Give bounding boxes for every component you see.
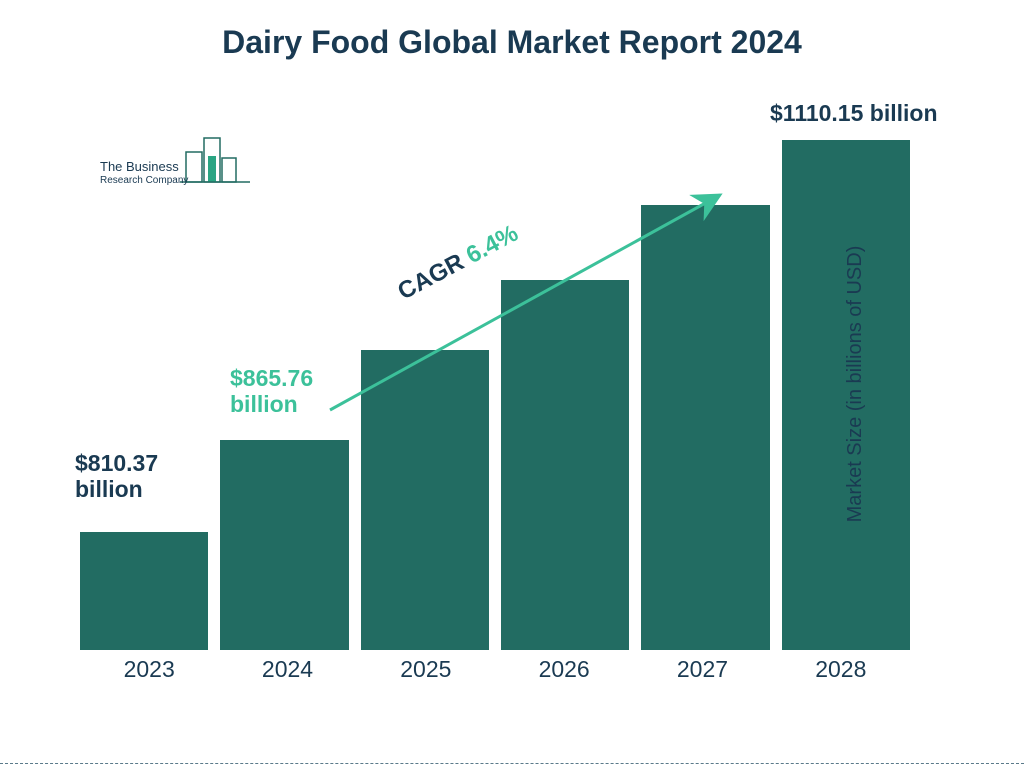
bar bbox=[220, 440, 348, 650]
x-axis-label: 2024 bbox=[218, 650, 356, 690]
bar-wrap bbox=[641, 205, 769, 650]
y-axis-label: Market Size (in billions of USD) bbox=[844, 246, 867, 523]
bar bbox=[80, 532, 208, 650]
callout-2028-value: $1110.15 billion bbox=[770, 100, 938, 126]
callout-2028-line1: $1110.15 billion bbox=[770, 100, 938, 126]
x-axis-label: 2025 bbox=[357, 650, 495, 690]
callout-2023-value: $810.37 billion bbox=[75, 450, 158, 503]
bar bbox=[641, 205, 769, 650]
x-axis-labels: 202320242025202620272028 bbox=[70, 650, 920, 690]
bar bbox=[501, 280, 629, 650]
bar-wrap bbox=[80, 532, 208, 650]
callout-2023-line1: $810.37 bbox=[75, 450, 158, 476]
bar bbox=[361, 350, 489, 650]
callout-2024-line1: $865.76 bbox=[230, 365, 313, 391]
x-axis-label: 2027 bbox=[633, 650, 771, 690]
chart-area: 202320242025202620272028 bbox=[70, 120, 920, 690]
chart-title: Dairy Food Global Market Report 2024 bbox=[0, 24, 1024, 61]
bars-container bbox=[70, 120, 920, 650]
chart-title-text: Dairy Food Global Market Report 2024 bbox=[222, 24, 802, 60]
bar-wrap bbox=[361, 350, 489, 650]
x-axis-label: 2026 bbox=[495, 650, 633, 690]
bar-wrap bbox=[501, 280, 629, 650]
bottom-dashed-line bbox=[0, 763, 1024, 764]
x-axis-label: 2028 bbox=[772, 650, 910, 690]
callout-2023-line2: billion bbox=[75, 476, 158, 502]
callout-2024-line2: billion bbox=[230, 391, 313, 417]
bar-wrap bbox=[220, 440, 348, 650]
callout-2024-value: $865.76 billion bbox=[230, 365, 313, 418]
x-axis-label: 2023 bbox=[80, 650, 218, 690]
